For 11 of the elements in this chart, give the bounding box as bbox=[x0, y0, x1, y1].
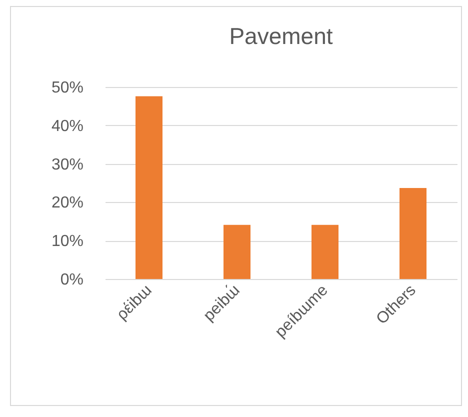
bar bbox=[312, 224, 338, 279]
y-tick-label: 0% bbox=[60, 272, 84, 288]
y-tick-label: 40% bbox=[51, 118, 84, 135]
bar bbox=[224, 224, 250, 279]
y-tick-label: 30% bbox=[51, 156, 84, 174]
chart-title: Pavement bbox=[229, 23, 334, 49]
bar bbox=[400, 188, 426, 279]
y-tick-label: 10% bbox=[51, 233, 84, 250]
y-tick-label: 50% bbox=[51, 80, 84, 96]
bar bbox=[136, 96, 162, 279]
y-tick-label: 20% bbox=[51, 194, 84, 212]
